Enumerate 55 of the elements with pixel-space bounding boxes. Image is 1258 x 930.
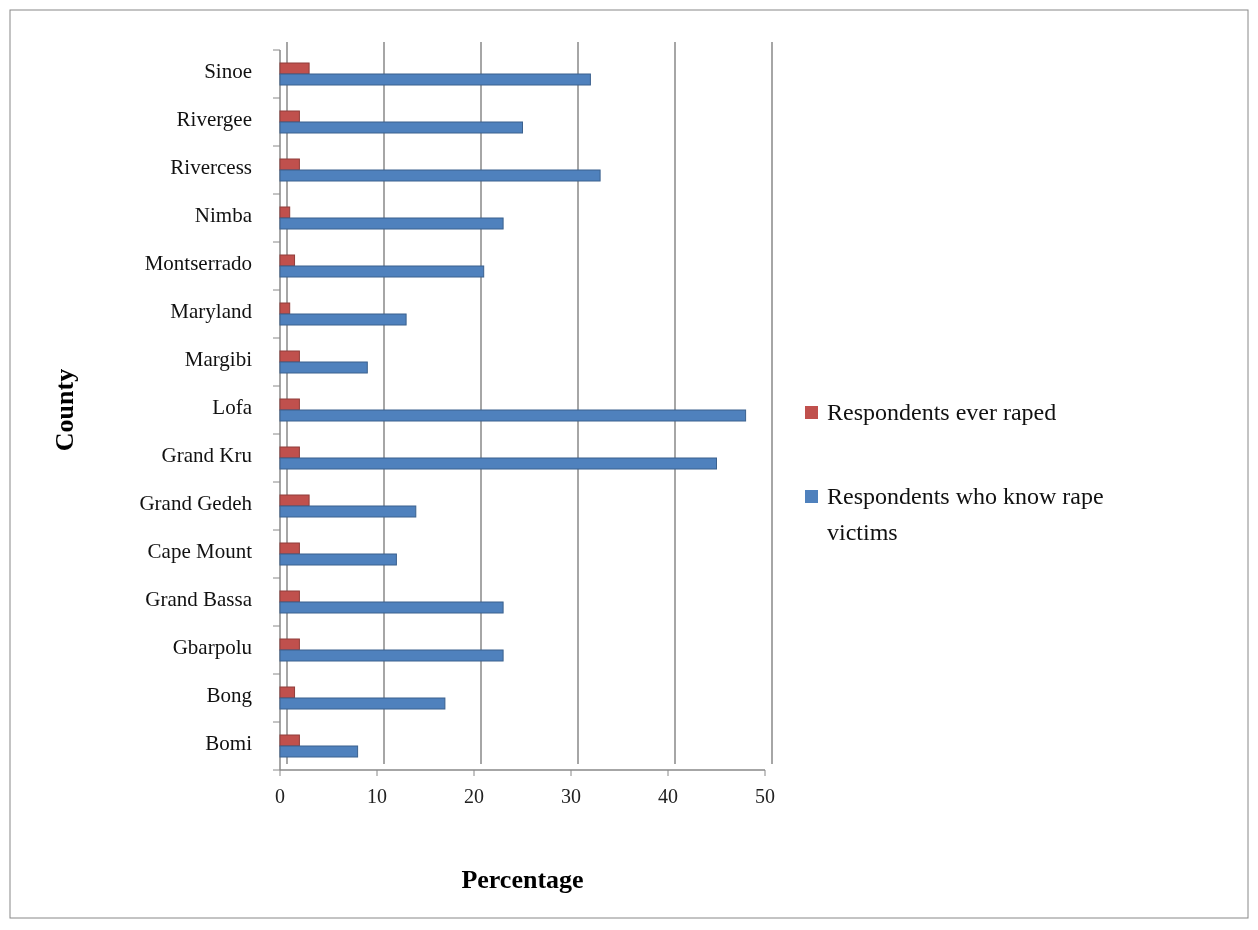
bar <box>279 494 310 507</box>
y-tick-label: Sinoe <box>204 59 252 83</box>
y-tick-label: Rivergee <box>176 107 252 131</box>
x-tick-label: 40 <box>658 785 678 807</box>
legend-label: Respondents ever raped <box>827 399 1057 425</box>
x-tick-label: 0 <box>275 785 285 807</box>
bar <box>279 553 397 566</box>
legend-label: Respondents who know rape victims <box>827 483 1104 545</box>
bar <box>279 734 300 747</box>
y-tick-label: Nimba <box>194 203 253 227</box>
y-tick-label: Lofa <box>212 395 253 419</box>
bar <box>279 313 407 326</box>
y-tick-label: Rivercess <box>170 155 252 179</box>
y-tick-label: Grand Kru <box>161 443 253 467</box>
bar <box>279 601 504 614</box>
bar <box>279 409 747 422</box>
bar <box>279 62 310 75</box>
bar <box>279 697 446 710</box>
bar <box>279 361 368 374</box>
bar <box>279 217 504 230</box>
y-tick-label: Bong <box>206 683 253 707</box>
x-axis-title: Percentage <box>461 865 584 894</box>
y-axis-title: County <box>50 368 79 452</box>
x-tick-label: 10 <box>367 785 387 807</box>
bar <box>279 110 300 123</box>
y-tick-label: Margibi <box>184 347 253 371</box>
bar <box>279 158 300 171</box>
bar <box>279 590 300 603</box>
bar <box>279 457 717 470</box>
bar <box>279 121 523 134</box>
bar <box>279 169 601 182</box>
bar <box>279 505 417 518</box>
bar <box>279 302 291 315</box>
bar <box>279 638 300 651</box>
y-tick-label: Cape Mount <box>147 539 253 563</box>
bar <box>279 254 296 267</box>
x-tick-label: 30 <box>561 785 581 807</box>
bar <box>279 73 591 86</box>
bar <box>279 206 291 219</box>
y-tick-label: Grand Bassa <box>145 587 253 611</box>
x-tick-label: 20 <box>464 785 484 807</box>
x-tick-label: 50 <box>755 785 775 807</box>
bar <box>279 446 300 459</box>
bar <box>279 265 485 278</box>
bar <box>279 398 300 411</box>
y-tick-label: Montserrado <box>144 251 252 275</box>
y-tick-label: Maryland <box>170 299 253 323</box>
bar <box>279 649 504 662</box>
bar <box>279 542 300 555</box>
y-tick-label: Gbarpolu <box>172 635 253 659</box>
y-tick-label: Bomi <box>205 731 253 755</box>
bar <box>279 745 359 758</box>
bar <box>279 350 300 363</box>
y-tick-label: Grand Gedeh <box>139 491 253 515</box>
bar <box>279 686 296 699</box>
